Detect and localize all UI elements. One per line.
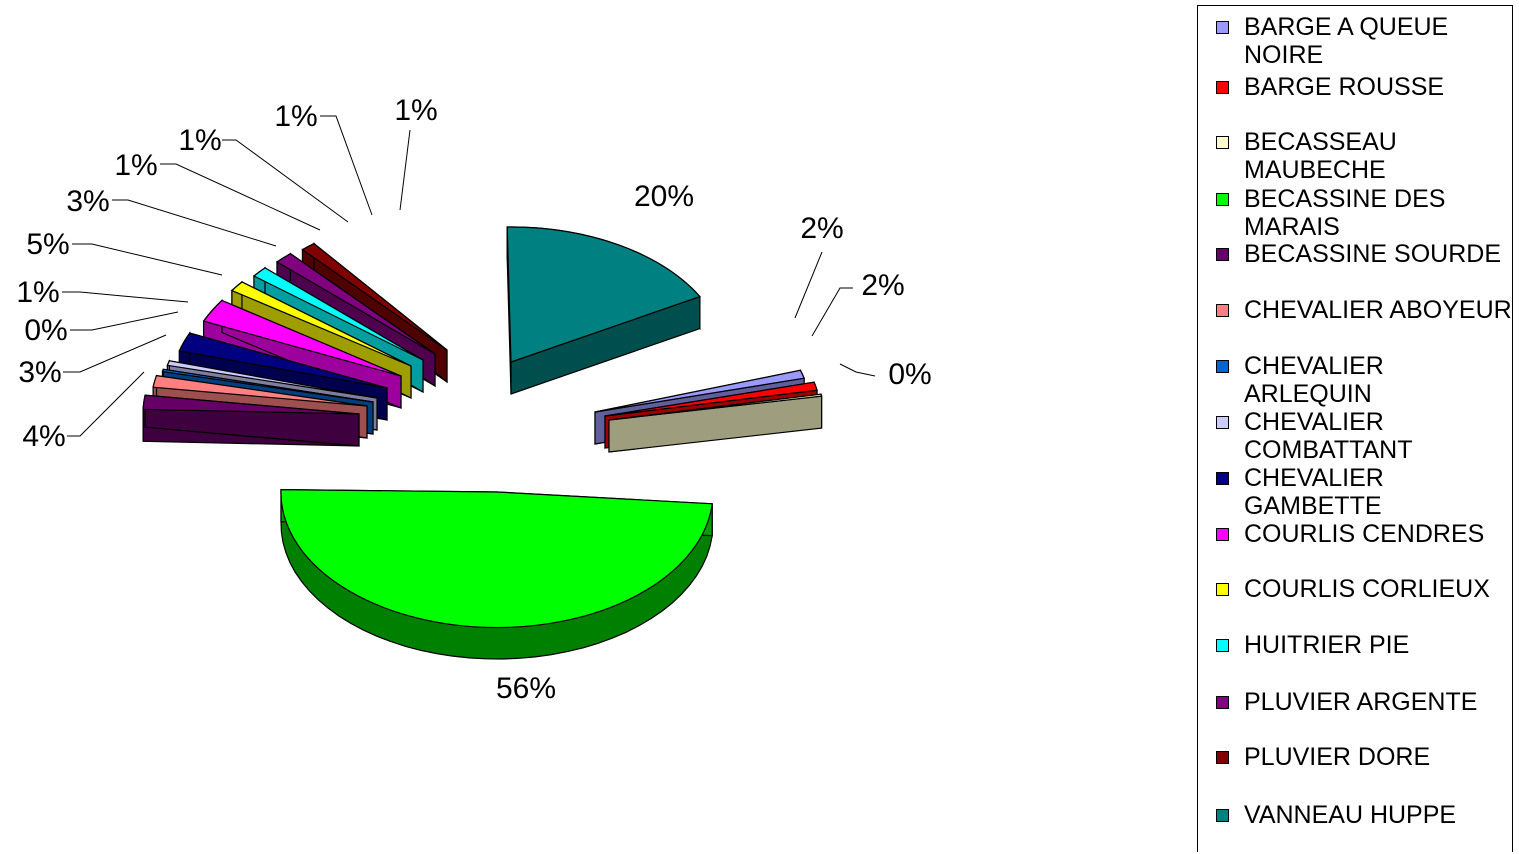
data-label-3: 0%	[888, 358, 931, 391]
leader-line-5	[67, 371, 145, 437]
pie-slice-15	[506, 226, 701, 395]
legend-swatch	[1216, 639, 1229, 652]
leader-line-2	[811, 287, 853, 337]
legend-swatch	[1216, 416, 1229, 429]
leader-line-13	[320, 115, 373, 216]
data-label-2: 2%	[861, 269, 904, 302]
chart-legend: BARGE A QUEUE NOIRE BARGE ROUSSE BECASSEAU…	[1197, 5, 1513, 852]
data-label-8: 1%	[16, 276, 59, 309]
legend-label: BECASSINE DES MARAIS	[1244, 185, 1446, 241]
leader-line-10	[112, 199, 277, 247]
leader-line-8	[62, 291, 189, 303]
legend-swatch	[1216, 248, 1229, 261]
pie-slice-3	[608, 393, 823, 453]
pie-slice-4	[280, 488, 713, 660]
leader-line-1	[794, 251, 823, 319]
legend-label: BECASSEAU MAUBECHE	[1244, 128, 1397, 184]
legend-label: CHEVALIER ABOYEUR	[1244, 296, 1512, 324]
leader-line-6	[63, 334, 167, 373]
legend-swatch	[1216, 360, 1229, 373]
legend-swatch	[1216, 136, 1229, 149]
data-label-10: 3%	[66, 185, 109, 218]
pie-slice-5	[142, 394, 360, 447]
data-label-14: 1%	[394, 94, 437, 127]
data-label-7: 0%	[24, 314, 67, 347]
legend-swatch	[1216, 21, 1229, 34]
data-label-13: 1%	[274, 100, 317, 133]
legend-swatch	[1216, 696, 1229, 709]
legend-label: BARGE A QUEUE NOIRE	[1244, 13, 1449, 69]
data-label-11: 1%	[114, 149, 157, 182]
legend-label: COURLIS CENDRES	[1244, 520, 1485, 548]
legend-label: VANNEAU HUPPE	[1244, 801, 1457, 829]
leader-line-7	[70, 311, 179, 331]
leader-line-14	[399, 129, 411, 211]
legend-label: COURLIS CORLIEUX	[1244, 575, 1490, 603]
data-label-1: 2%	[800, 212, 843, 245]
leader-line-9	[72, 243, 223, 276]
data-label-5: 4%	[22, 420, 65, 453]
data-label-9: 5%	[26, 228, 69, 261]
data-label-12: 1%	[178, 124, 221, 157]
legend-swatch	[1216, 472, 1229, 485]
legend-swatch	[1216, 583, 1229, 596]
leader-line-11	[160, 163, 321, 231]
legend-label: CHEVALIER ARLEQUIN	[1244, 352, 1384, 408]
data-label-4: 56%	[496, 672, 556, 705]
legend-swatch	[1216, 304, 1229, 317]
data-label-15: 20%	[634, 180, 694, 213]
legend-swatch	[1216, 809, 1229, 822]
leader-line-12	[222, 139, 349, 223]
legend-label: CHEVALIER COMBATTANT	[1244, 408, 1413, 464]
legend-label: PLUVIER DORE	[1244, 743, 1431, 771]
legend-swatch	[1216, 528, 1229, 541]
leader-line-3	[839, 363, 876, 377]
legend-label: PLUVIER ARGENTE	[1244, 688, 1478, 716]
legend-label: CHEVALIER GAMBETTE	[1244, 464, 1384, 520]
legend-swatch	[1216, 751, 1229, 764]
legend-swatch	[1216, 193, 1229, 206]
legend-label: HUITRIER PIE	[1244, 631, 1410, 659]
data-label-6: 3%	[18, 356, 61, 389]
legend-swatch	[1216, 81, 1229, 94]
legend-label: BECASSINE SOURDE	[1244, 240, 1502, 268]
legend-label: BARGE ROUSSE	[1244, 73, 1445, 101]
